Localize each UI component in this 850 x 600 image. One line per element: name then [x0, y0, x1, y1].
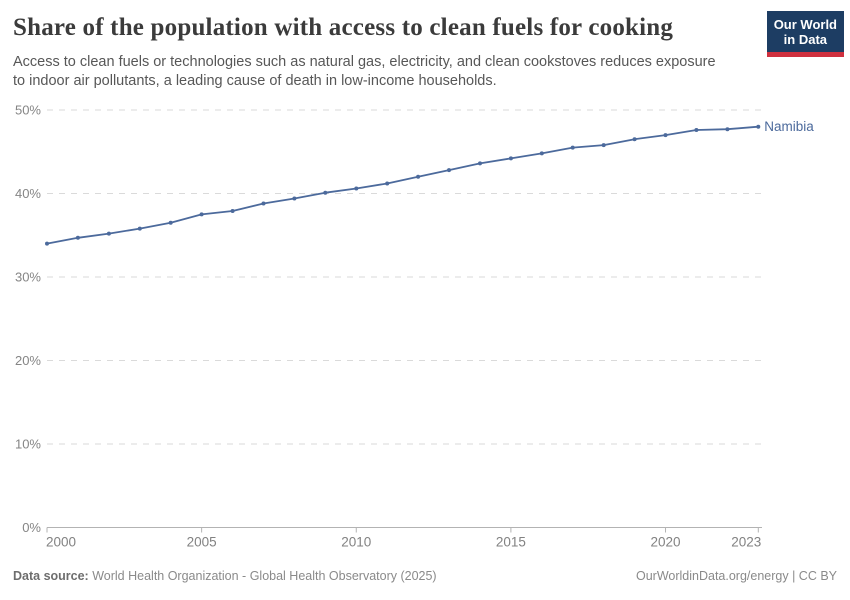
y-axis-tick-label: 10% — [15, 437, 41, 452]
owid-logo[interactable]: Our World in Data — [766, 11, 844, 57]
data-point[interactable] — [756, 124, 761, 129]
data-source-note: Data source: World Health Organization -… — [13, 569, 437, 583]
series-label[interactable]: Namibia — [764, 119, 814, 134]
x-axis-tick-label: 2000 — [46, 535, 76, 550]
data-point[interactable] — [601, 143, 606, 148]
y-axis-tick-label: 0% — [22, 520, 41, 535]
x-axis-tick-label: 2023 — [731, 535, 761, 550]
data-point[interactable] — [663, 133, 668, 138]
data-point[interactable] — [385, 181, 390, 186]
data-point[interactable] — [323, 190, 328, 195]
data-point[interactable] — [694, 128, 699, 132]
data-point[interactable] — [261, 201, 266, 206]
data-point[interactable] — [632, 137, 637, 142]
y-axis-tick-label: 30% — [15, 270, 41, 285]
x-axis-tick-label: 2010 — [341, 535, 371, 550]
x-axis-tick-label: 2005 — [187, 535, 217, 550]
x-axis-tick-label: 2015 — [496, 535, 526, 550]
data-point[interactable] — [416, 174, 421, 179]
data-point[interactable] — [292, 196, 297, 201]
owid-logo-line2: in Data — [783, 32, 828, 48]
data-source-label: Data source: — [13, 569, 89, 583]
data-point[interactable] — [447, 168, 451, 173]
data-line[interactable] — [46, 125, 760, 245]
chart-footer: Data source: World Health Organization -… — [0, 569, 850, 591]
data-source-text: World Health Organization - Global Healt… — [92, 569, 437, 583]
chart-subtitle: Access to clean fuels or technologies su… — [13, 54, 716, 90]
data-point[interactable] — [478, 161, 482, 166]
data-point[interactable] — [199, 212, 204, 217]
data-point[interactable] — [539, 151, 544, 156]
data-point[interactable] — [45, 241, 49, 246]
y-axis-tick-label: 50% — [15, 103, 41, 118]
data-point[interactable] — [106, 231, 111, 236]
x-axis-tick-label: 2020 — [650, 535, 680, 550]
data-point[interactable] — [725, 127, 730, 132]
owid-logo-line1: Our World — [773, 17, 837, 32]
y-axis-tick-label: 20% — [15, 353, 41, 368]
page-title: Share of the population with access to c… — [13, 14, 674, 41]
data-point[interactable] — [508, 156, 513, 161]
data-point[interactable] — [570, 145, 575, 150]
data-point[interactable] — [230, 209, 235, 213]
license-link[interactable]: OurWorldinData.org/energy | CC BY — [635, 569, 837, 583]
data-point[interactable] — [137, 226, 142, 231]
data-point[interactable] — [354, 186, 359, 191]
y-axis-tick-label: 40% — [15, 186, 41, 201]
data-point[interactable] — [75, 235, 80, 240]
data-point[interactable] — [168, 220, 173, 225]
